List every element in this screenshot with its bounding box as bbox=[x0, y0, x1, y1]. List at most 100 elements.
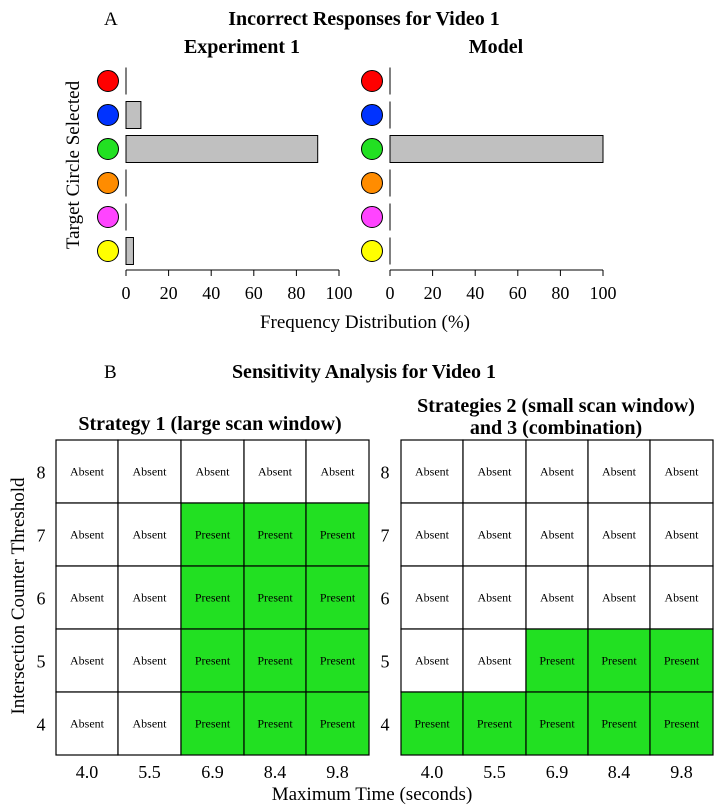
bar-green-a1 bbox=[125, 135, 319, 163]
grid-cell-b1 bbox=[180, 691, 245, 756]
grid-cell-label-b1: Present bbox=[195, 717, 231, 731]
grid-cell-label-b1: Present bbox=[195, 654, 231, 668]
grid-cell-label-b1: Absent bbox=[70, 654, 105, 668]
bar-yellow-a1 bbox=[125, 237, 134, 265]
target-circle-yellow-a2 bbox=[361, 240, 383, 262]
y-tick-label-b2: 5 bbox=[381, 652, 390, 672]
grid-cell-label-b2: Present bbox=[664, 654, 700, 668]
x-tick-label-a2: 0 bbox=[386, 283, 395, 303]
x-tick-label-a2: 20 bbox=[424, 283, 442, 303]
grid-cell-b2 bbox=[525, 502, 589, 567]
grid-cell-label-b2: Absent bbox=[540, 465, 575, 479]
grid-cell-label-b2: Absent bbox=[665, 591, 700, 605]
grid-cell-b1 bbox=[55, 565, 119, 630]
x-tick-label-a1: 20 bbox=[160, 283, 178, 303]
grid-cell-label-b2: Present bbox=[601, 654, 637, 668]
grid-cell-b2 bbox=[649, 628, 714, 693]
y-tick-label-b1: 6 bbox=[37, 589, 46, 609]
grid-cell-label-b1: Present bbox=[320, 591, 356, 605]
grid-cell-b1 bbox=[180, 502, 245, 567]
panel-a-bars: 0 20 40 60 80 100 0 20 40 60 80 100 bbox=[97, 67, 617, 303]
x-tick-label-a2: 60 bbox=[509, 283, 527, 303]
grid-cell-label-b1: Present bbox=[195, 591, 231, 605]
target-circle-green-a2 bbox=[361, 138, 383, 160]
x-tick-label-b2: 5.5 bbox=[483, 762, 506, 782]
grid-cell-label-b1: Absent bbox=[70, 717, 105, 731]
grid-cell-b2 bbox=[462, 565, 527, 630]
grid-cell-label-b1: Absent bbox=[70, 591, 105, 605]
grid-cell-label-b1: Present bbox=[320, 528, 356, 542]
grid-cell-b1 bbox=[117, 565, 182, 630]
grid-cell-b2 bbox=[587, 502, 651, 567]
grid-cell-b2 bbox=[649, 691, 714, 756]
panel-b-letter: B bbox=[104, 362, 117, 383]
grid-cell-label-b2: Present bbox=[539, 654, 575, 668]
grid-cell-label-b1: Present bbox=[257, 654, 293, 668]
grid-cell-b1 bbox=[55, 691, 119, 756]
target-circle-magenta-a2 bbox=[361, 206, 383, 228]
grid-cell-label-b2: Absent bbox=[415, 528, 450, 542]
x-tick-label-b2: 9.8 bbox=[670, 762, 693, 782]
y-tick-label-b2: 4 bbox=[381, 715, 390, 735]
target-circle-yellow-a1 bbox=[97, 240, 119, 262]
grid-cell-label-b2: Absent bbox=[665, 528, 700, 542]
grid-cell-label-b2: Absent bbox=[478, 654, 513, 668]
y-tick-label-b2: 8 bbox=[381, 463, 390, 483]
x-tick-label-a2: 80 bbox=[551, 283, 569, 303]
grid-cell-label-b2: Present bbox=[664, 717, 700, 731]
target-circle-magenta-a1 bbox=[97, 206, 119, 228]
grid-cell-b2 bbox=[649, 439, 714, 504]
grid-cell-b1 bbox=[180, 565, 245, 630]
x-tick-label-a1: 0 bbox=[122, 283, 131, 303]
x-tick-label-b2: 4.0 bbox=[421, 762, 444, 782]
grid-cell-label-b1: Absent bbox=[70, 528, 105, 542]
grid-cell-label-b1: Present bbox=[195, 528, 231, 542]
chart-a2-title: Model bbox=[469, 36, 524, 58]
y-tick-label-b1: 4 bbox=[37, 715, 46, 735]
target-circle-red-a2 bbox=[361, 70, 383, 92]
x-tick-label-a2: 100 bbox=[590, 283, 617, 303]
panel-a-xlabel: Frequency Distribution (%) bbox=[260, 312, 470, 333]
grid-cell-label-b2: Absent bbox=[602, 528, 637, 542]
target-circle-blue-a2 bbox=[361, 104, 383, 126]
x-tick-label-b1: 6.9 bbox=[201, 762, 224, 782]
grid-cell-label-b1: Present bbox=[257, 717, 293, 731]
grid-cell-label-b1: Absent bbox=[133, 528, 168, 542]
grid-cell-label-b1: Present bbox=[320, 717, 356, 731]
x-tick-label-b2: 8.4 bbox=[608, 762, 631, 782]
grid-cell-label-b2: Present bbox=[414, 717, 450, 731]
grid-cell-b1 bbox=[243, 439, 307, 504]
grid-cell-b1 bbox=[117, 628, 182, 693]
grid-cell-label-b2: Absent bbox=[478, 591, 513, 605]
grid-cell-label-b1: Absent bbox=[133, 654, 168, 668]
grid-cell-b1 bbox=[55, 502, 119, 567]
panel-a-ylabel: Target Circle Selected bbox=[63, 80, 84, 249]
x-tick-label-b1: 4.0 bbox=[76, 762, 99, 782]
grid-cell-label-b2: Absent bbox=[540, 591, 575, 605]
grid-cell-b1 bbox=[117, 439, 182, 504]
grid-cell-b1 bbox=[305, 691, 370, 756]
grid-cell-label-b2: Absent bbox=[602, 591, 637, 605]
grid-cell-label-b2: Absent bbox=[478, 528, 513, 542]
x-tick-label-b1: 8.4 bbox=[264, 762, 287, 782]
grid-cell-label-b2: Absent bbox=[415, 465, 450, 479]
chart-a1-title: Experiment 1 bbox=[184, 36, 300, 58]
grid-cell-label-b1: Present bbox=[257, 528, 293, 542]
x-tick-label-a2: 40 bbox=[466, 283, 484, 303]
grid-cell-label-b2: Absent bbox=[665, 465, 700, 479]
x-tick-label-a1: 40 bbox=[202, 283, 220, 303]
grid-cell-b2 bbox=[400, 628, 464, 693]
grid-cell-b2 bbox=[587, 691, 651, 756]
grid-cell-b2 bbox=[587, 565, 651, 630]
grid-cell-label-b1: Absent bbox=[133, 465, 168, 479]
x-tick-label-a1: 100 bbox=[326, 283, 353, 303]
grid-cell-b2 bbox=[525, 691, 589, 756]
grid-cell-label-b2: Present bbox=[477, 717, 513, 731]
y-tick-label-b1: 8 bbox=[37, 463, 46, 483]
grid-cell-label-b2: Absent bbox=[415, 591, 450, 605]
grid-cell-label-b2: Absent bbox=[602, 465, 637, 479]
grid-cell-b2 bbox=[462, 628, 527, 693]
grid-cell-label-b1: Absent bbox=[70, 465, 105, 479]
grid-cell-b1 bbox=[243, 628, 307, 693]
target-circle-orange-a1 bbox=[97, 172, 119, 194]
